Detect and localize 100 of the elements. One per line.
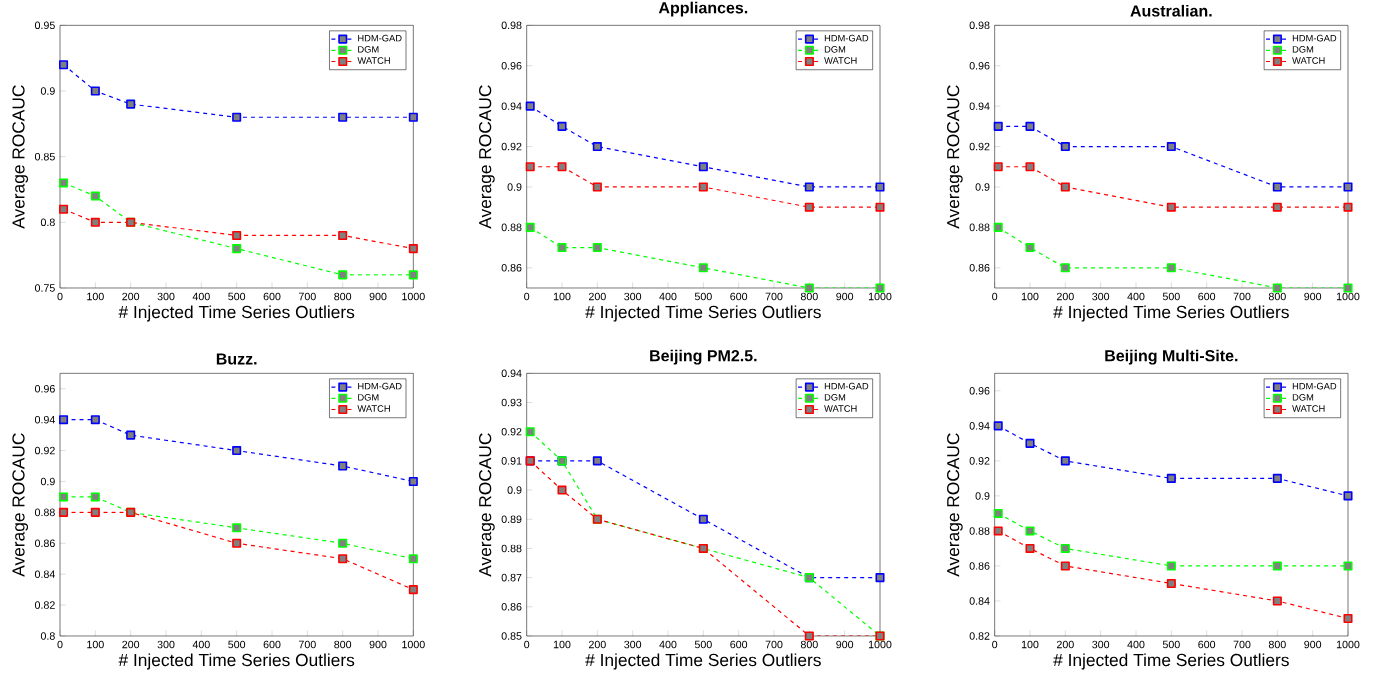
- y-tick-label: 0.82: [34, 601, 55, 609]
- y-tick-label: 0.86: [34, 539, 55, 548]
- y-tick-label: 0.84: [34, 570, 55, 578]
- legend-label: DGM: [1292, 46, 1314, 53]
- y-axis-title: Average ROCAUC: [947, 85, 963, 229]
- y-tick-label: 0.96: [501, 61, 522, 70]
- x-tick-label: 200: [122, 292, 140, 301]
- legend-label: DGM: [824, 46, 846, 53]
- x-tick-label: 800: [1268, 292, 1286, 301]
- chart-title: Beijing Multi-Site.: [1105, 349, 1238, 365]
- x-tick-label: 400: [1127, 292, 1145, 301]
- x-tick-label: 900: [369, 292, 387, 301]
- x-tick-label: 1000: [1336, 292, 1360, 301]
- x-axis-title: # Injected Time Series Outliers: [585, 653, 821, 670]
- x-tick-label: 700: [298, 292, 316, 301]
- x-tick-label: 200: [122, 640, 140, 649]
- x-tick-label: 700: [1233, 640, 1251, 649]
- y-tick-label: 0.92: [501, 427, 522, 436]
- y-tick-label: 0.9: [40, 477, 55, 486]
- x-tick-label: 700: [765, 640, 783, 649]
- x-tick-label: 300: [1092, 292, 1110, 301]
- x-tick-label: 200: [1056, 640, 1074, 649]
- legend-label: WATCH: [357, 405, 390, 412]
- y-tick-label: 0.86: [501, 603, 522, 611]
- y-tick-label: 0.9: [975, 183, 990, 191]
- legend-label: DGM: [358, 46, 379, 53]
- legend-label: DGM: [824, 394, 846, 401]
- x-tick-label: 800: [800, 292, 818, 301]
- x-tick-label: 300: [157, 640, 175, 649]
- x-tick-label: 200: [1056, 292, 1074, 301]
- x-tick-label: 100: [87, 640, 104, 649]
- x-tick-label: 600: [263, 640, 281, 649]
- x-axis-title: # Injected Time Series Outliers: [585, 305, 821, 322]
- y-tick-label: 0.92: [34, 446, 55, 455]
- chart-title: Beijing PM2.5.: [650, 349, 757, 365]
- y-tick-label: 0.93: [501, 398, 522, 407]
- x-tick-label: 700: [298, 640, 316, 649]
- legend-label: DGM: [358, 394, 379, 401]
- x-tick-label: 500: [228, 640, 246, 649]
- y-axis-title: Average ROCAUC: [12, 85, 29, 229]
- x-tick-label: 600: [1198, 292, 1216, 301]
- x-tick-label: 300: [157, 292, 175, 301]
- x-tick-label: 0: [992, 292, 998, 301]
- x-axis-title: # Injected Time Series Outliers: [1053, 305, 1289, 322]
- x-tick-label: 1000: [402, 640, 425, 649]
- y-tick-label: 0.88: [34, 508, 55, 517]
- x-tick-label: 500: [694, 292, 712, 301]
- x-tick-label: 300: [624, 292, 642, 301]
- x-tick-label: 900: [1304, 292, 1322, 301]
- legend-label: WATCH: [1292, 57, 1325, 64]
- x-tick-label: 700: [1233, 292, 1251, 301]
- x-tick-label: 1000: [868, 640, 892, 649]
- y-tick-label: 0.94: [969, 102, 990, 110]
- legend-label: HDM-GAD: [824, 382, 869, 390]
- x-tick-label: 600: [263, 292, 281, 301]
- legend-label: DGM: [1292, 394, 1314, 401]
- y-tick-label: 0.92: [501, 142, 522, 151]
- y-tick-label: 0.85: [34, 152, 55, 161]
- x-tick-label: 900: [836, 292, 854, 301]
- y-tick-label: 0.96: [34, 385, 55, 393]
- x-tick-label: 900: [1304, 640, 1322, 649]
- y-tick-label: 0.88: [501, 223, 522, 232]
- y-axis-title: Average ROCAUC: [12, 433, 29, 577]
- y-axis-title: Average ROCAUC: [479, 433, 495, 577]
- y-tick-label: 0.92: [969, 457, 990, 465]
- y-tick-label: 0.75: [34, 284, 55, 292]
- chart-title: Buzz.: [216, 353, 257, 365]
- x-axis-title: # Injected Time Series Outliers: [1053, 653, 1289, 670]
- x-tick-label: 100: [1021, 292, 1039, 301]
- x-tick-label: 0: [992, 640, 998, 649]
- legend-label: HDM-GAD: [824, 34, 869, 42]
- legend-label: WATCH: [1292, 405, 1325, 412]
- x-tick-label: 200: [588, 292, 606, 301]
- y-tick-label: 0.9: [40, 87, 55, 95]
- y-tick-label: 0.86: [501, 264, 522, 272]
- y-tick-label: 0.98: [501, 21, 522, 30]
- x-tick-label: 900: [369, 640, 387, 649]
- x-tick-label: 800: [1268, 640, 1286, 649]
- x-tick-label: 1000: [1336, 640, 1360, 649]
- legend-label: HDM-GAD: [358, 34, 402, 42]
- y-tick-label: 0.82: [969, 632, 990, 640]
- y-tick-label: 0.96: [969, 61, 990, 70]
- x-tick-label: 500: [1162, 640, 1180, 649]
- x-tick-label: 100: [87, 292, 104, 301]
- x-tick-label: 600: [1198, 640, 1216, 649]
- x-tick-label: 400: [192, 640, 210, 649]
- x-tick-label: 400: [659, 292, 677, 301]
- y-tick-label: 0.88: [969, 223, 990, 232]
- y-tick-label: 0.91: [501, 457, 522, 465]
- y-tick-label: 0.8: [40, 218, 55, 227]
- x-tick-label: 100: [553, 640, 571, 649]
- x-tick-label: 0: [524, 292, 530, 301]
- y-tick-label: 0.89: [501, 515, 522, 524]
- x-tick-label: 300: [624, 640, 642, 649]
- legend-label: HDM-GAD: [358, 382, 402, 390]
- x-tick-label: 1000: [402, 292, 425, 301]
- y-tick-label: 0.86: [969, 264, 990, 272]
- x-tick-label: 400: [192, 292, 210, 301]
- y-tick-label: 0.95: [34, 21, 55, 30]
- legend-label: HDM-GAD: [1292, 34, 1337, 42]
